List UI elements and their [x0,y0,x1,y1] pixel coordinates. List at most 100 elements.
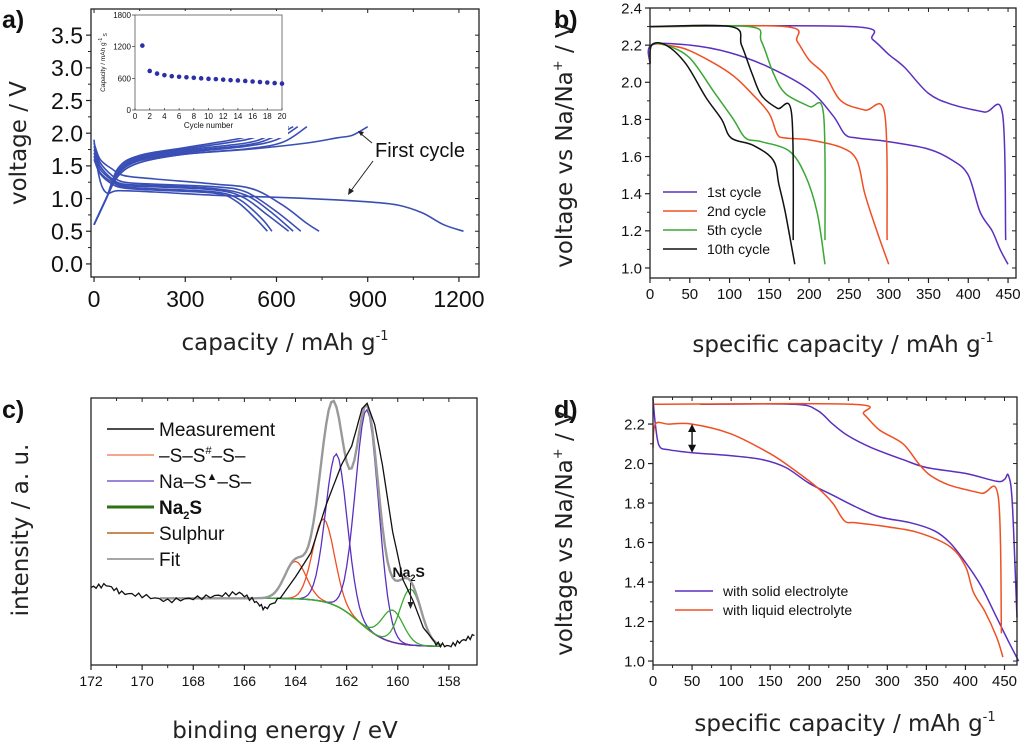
inset-data-point [220,77,226,82]
x-tick-label: 50 [684,673,701,690]
x-tick-label: 200 [797,673,822,690]
double-arrow-head-bottom [688,444,697,453]
x-tick-label: 350 [914,673,939,690]
x-tick-label: 250 [836,286,861,303]
legend-label-part: ▲ [207,471,218,483]
inset-data-point [184,74,189,80]
y-tick-label: 2.2 [624,416,645,433]
series-line-11 [93,155,273,232]
x-tick-label: 1200 [433,286,484,312]
inset-data-point [272,80,277,86]
series-line-5 [93,145,302,232]
y-tick-label: 1.8 [621,112,642,129]
annotation-arrowhead-charge [358,131,364,136]
inset-data-point [140,43,145,48]
annotation-subscript: 2 [410,573,415,583]
y-axis-title-superscript: + [551,448,566,459]
x-tick-label: 150 [758,673,783,690]
inset-data-point [250,79,255,84]
x-tick-label: 166 [233,673,257,689]
plot-frame [649,7,1017,279]
series-charge-2 [649,24,888,241]
y-axis-title: voltage vs Na/Na+ / V [551,410,578,656]
inset-data-point [257,79,263,85]
legend-label-part: # [205,445,212,457]
x-tick-label: 0 [646,286,654,303]
y-tick-label: 3.5 [51,22,83,48]
x-tick-label: 168 [182,673,206,689]
x-axis-title: specific capacity / mAh g-1 [692,331,993,358]
x-tick-label: 350 [916,286,941,303]
y-axis-title: voltage / V [6,81,32,205]
x-axis-title: specific capacity / mAh g-1 [694,710,995,737]
inset-y-axis-title: Capacity / mAh g-1 S [98,33,109,92]
x-tick-label: 300 [875,673,900,690]
fit-component-2-1 [264,408,442,647]
series-line-2 [93,126,369,226]
panel-d-chart: 0 50 100 150 200 250 300 350 400 450 1.0 1.2 1.4 1.6 1… [551,396,1020,737]
inset-y-tick-label: 600 [118,74,132,83]
inset-data-point [191,75,197,81]
inset-data-point [235,78,241,83]
x-tick-label: 450 [996,286,1021,303]
measurement-line [90,402,475,649]
y-tick-label: 1.5 [51,153,83,179]
x-axis-title: binding energy / eV [172,718,398,742]
inset-data-point [242,78,248,84]
y-tick-label: 1.6 [624,535,645,552]
inset-x-tick-label: 16 [248,112,257,121]
inset-x-tick-label: 18 [263,112,272,121]
inset-x-tick-label: 12 [219,112,228,121]
inset-x-tick-label: 4 [162,112,167,121]
panel-label-d: d) [554,396,578,424]
y-tick-label: 2.0 [621,75,642,92]
y-axis-title-tail: / V [552,410,578,448]
fit-component-3-2 [264,597,442,647]
x-tick-label: 300 [876,286,901,303]
inset-y-axis-title-subscript: S [103,33,109,38]
series-charge-4 [649,24,795,241]
inset-x-tick-label: 0 [133,112,138,121]
legend-label-part: –S– [212,446,246,467]
inset-data-point [279,81,285,86]
plot-frame [90,397,478,666]
y-axis-title: intensity / a. u. [8,444,34,617]
x-tick-label: 158 [437,673,461,689]
inset-data-point [198,76,204,81]
y-tick-label: 1.4 [621,186,642,203]
inset-y-tick-label: 0 [127,106,132,115]
x-tick-label: 400 [953,673,978,690]
plot-frame [652,396,1018,666]
panel-a-chart: 0 300 600 900 12000.00.51.01.52.02.53.03.5ca… [6,8,485,356]
legend-label-part: S [189,498,202,519]
x-tick-label: 172 [79,673,103,689]
series-line-7 [93,149,294,232]
y-tick-label: 1.2 [621,223,642,240]
series-discharge-1 [647,42,1009,265]
x-tick-label: 100 [719,673,744,690]
series-discharge-4 [649,42,796,265]
x-tick-label: 100 [717,286,742,303]
legend-label-part: Na [159,498,184,519]
inset-data-point [265,80,270,85]
legend-label-6: Fit [159,550,181,571]
inset-data-point [176,74,182,80]
legend-label-part: –S– [217,472,251,493]
y-axis-title-superscript: + [551,60,566,71]
y-axis-title-tail: / V [552,22,578,60]
inset-x-tick-label: 20 [278,112,287,121]
series-discharge-1 [652,398,1020,662]
legend-label-4: 10th cycle [707,241,770,257]
inset-x-tick-label: 14 [233,112,242,121]
legend-label-1: with solid electrolyte [722,583,848,599]
x-tick-label: 600 [257,286,295,312]
legend-label-3: 5th cycle [707,222,762,238]
y-tick-label: 1.6 [621,149,642,166]
legend-label-5: Sulphur [159,524,225,545]
inset-y-tick-label: 1200 [113,43,131,52]
x-axis-title-superscript: -1 [376,329,389,344]
annotation-na2s: Na2S [393,564,425,583]
inset-data-point [213,76,219,82]
inset-x-axis-title: Cycle number [184,121,234,130]
inset-x-tick-label: 6 [177,112,182,121]
